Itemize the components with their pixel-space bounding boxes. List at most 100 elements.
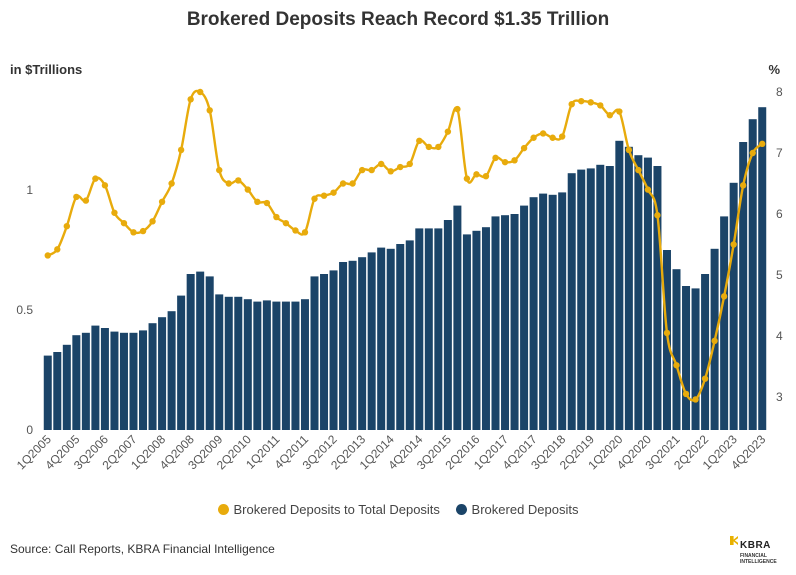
- bar-4Q2010: [262, 300, 271, 430]
- bar-4Q2006: [110, 331, 119, 430]
- ratio-point-2Q2010: [244, 186, 252, 193]
- left-tick-label: 1: [26, 183, 33, 197]
- bar-3Q2020: [634, 155, 643, 430]
- bar-2Q2014: [396, 244, 405, 430]
- bars-layer: [43, 107, 767, 431]
- bar-1Q2010: [234, 296, 243, 430]
- ratio-point-4Q2021: [682, 390, 690, 398]
- ratio-point-3Q2016: [482, 172, 490, 180]
- bar-1Q2005: [43, 355, 52, 430]
- ratio-point-2Q2009: [206, 107, 213, 114]
- ratio-point-3Q2008: [177, 146, 185, 154]
- ratio-point-4Q2017: [530, 134, 537, 141]
- bar-3Q2017: [520, 205, 529, 430]
- bar-2Q2013: [358, 257, 367, 430]
- ratio-point-4Q2014: [416, 137, 423, 144]
- ratio-point-2Q2022: [701, 375, 709, 382]
- ratio-point-2Q2019: [587, 99, 594, 106]
- legend-label-deposits: Brokered Deposits: [471, 502, 579, 517]
- ratio-point-4Q2020: [644, 186, 652, 193]
- bar-4Q2011: [300, 299, 309, 430]
- bar-2Q2017: [510, 214, 519, 430]
- bar-1Q2013: [348, 260, 357, 430]
- ratio-point-1Q2007: [120, 219, 128, 227]
- source-note: Source: Call Reports, KBRA Financial Int…: [10, 542, 275, 556]
- ratio-point-1Q2021: [654, 212, 661, 219]
- legend-label-ratio: Brokered Deposits to Total Deposits: [233, 502, 440, 517]
- bar-3Q2021: [672, 269, 681, 430]
- ratio-point-1Q2022: [692, 396, 699, 403]
- ratio-point-2Q2020: [625, 146, 633, 154]
- ratio-point-1Q2019: [578, 97, 585, 105]
- legend-item-deposits[interactable]: Brokered Deposits: [455, 502, 579, 517]
- bar-3Q2011: [291, 301, 300, 430]
- ratio-point-1Q2012: [311, 195, 318, 202]
- bar-2Q2023: [739, 142, 748, 430]
- line-layer: [44, 88, 766, 403]
- bar-4Q2008: [186, 274, 195, 430]
- ratio-point-1Q2020: [616, 108, 623, 115]
- ratio-point-2Q2012: [320, 192, 328, 199]
- bar-1Q2008: [158, 317, 167, 430]
- ratio-point-2Q2018: [549, 134, 556, 141]
- bar-3Q2010: [253, 301, 262, 430]
- bar-1Q2009: [196, 271, 205, 430]
- ratio-point-3Q2010: [254, 198, 261, 205]
- ratio-point-4Q2005: [73, 193, 80, 201]
- bar-3Q2009: [215, 294, 224, 430]
- ratio-point-3Q2017: [520, 144, 528, 152]
- ratio-point-2Q2006: [92, 175, 99, 182]
- ratio-point-3Q2009: [216, 166, 223, 174]
- ratio-point-3Q2022: [711, 337, 718, 345]
- bar-1Q2006: [81, 332, 90, 430]
- bar-3Q2014: [405, 240, 414, 430]
- bar-2Q2006: [91, 325, 100, 430]
- legend-swatch-ratio: [217, 504, 229, 515]
- bar-3Q2012: [329, 270, 338, 430]
- bar-4Q2012: [339, 262, 348, 430]
- bar-2Q2016: [472, 230, 481, 430]
- ratio-point-4Q2009: [225, 180, 232, 187]
- left-tick-label: 0.5: [16, 303, 33, 317]
- bar-4Q2021: [682, 286, 691, 430]
- right-axis-unit: %: [768, 62, 780, 77]
- legend-item-ratio[interactable]: Brokered Deposits to Total Deposits: [217, 502, 440, 517]
- ratio-point-4Q2022: [720, 293, 728, 300]
- ratio-point-1Q2017: [501, 158, 509, 166]
- bar-1Q2007: [119, 332, 128, 430]
- ratio-point-1Q2014: [387, 168, 394, 175]
- bar-1Q2011: [272, 301, 281, 430]
- bar-3Q2008: [177, 295, 186, 430]
- legend: Brokered Deposits to Total Deposits Brok…: [0, 502, 796, 518]
- bar-3Q2006: [100, 328, 109, 430]
- bar-2Q2008: [167, 311, 176, 430]
- ratio-point-3Q2005: [63, 223, 71, 230]
- bar-2Q2022: [701, 274, 710, 430]
- chart-title: Brokered Deposits Reach Record $1.35 Tri…: [186, 9, 610, 30]
- bar-2Q2020: [624, 146, 633, 431]
- ratio-point-2Q2008: [168, 180, 175, 187]
- left-axis-ticks: 00.51: [16, 183, 33, 437]
- ratio-point-3Q2019: [597, 102, 604, 109]
- right-tick-label: 3: [776, 390, 783, 404]
- bar-3Q2007: [139, 330, 148, 430]
- left-axis-unit: in $Trillions: [10, 62, 83, 77]
- ratio-point-1Q2015: [425, 143, 433, 151]
- bar-3Q2013: [367, 252, 376, 430]
- bar-2Q2009: [205, 276, 214, 430]
- bar-1Q2023: [729, 182, 738, 430]
- bar-2Q2019: [586, 168, 595, 430]
- bar-4Q2005: [72, 335, 81, 430]
- right-tick-label: 4: [776, 329, 783, 343]
- bar-3Q2016: [481, 227, 490, 430]
- logo-subtitle: FINANCIAL INTELLIGENCE: [740, 553, 777, 565]
- ratio-point-2Q2015: [435, 143, 442, 151]
- ratio-point-3Q2014: [406, 160, 413, 168]
- ratio-point-2Q2011: [282, 219, 290, 227]
- ratio-point-2Q2014: [397, 163, 404, 171]
- bar-2Q2007: [129, 332, 138, 430]
- bar-2Q2018: [548, 194, 557, 430]
- bar-2Q2011: [281, 301, 290, 430]
- ratio-point-1Q2018: [539, 130, 547, 137]
- right-tick-label: 6: [776, 207, 783, 221]
